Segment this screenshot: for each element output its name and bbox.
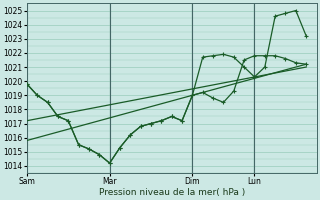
X-axis label: Pression niveau de la mer( hPa ): Pression niveau de la mer( hPa ) [99,188,245,197]
